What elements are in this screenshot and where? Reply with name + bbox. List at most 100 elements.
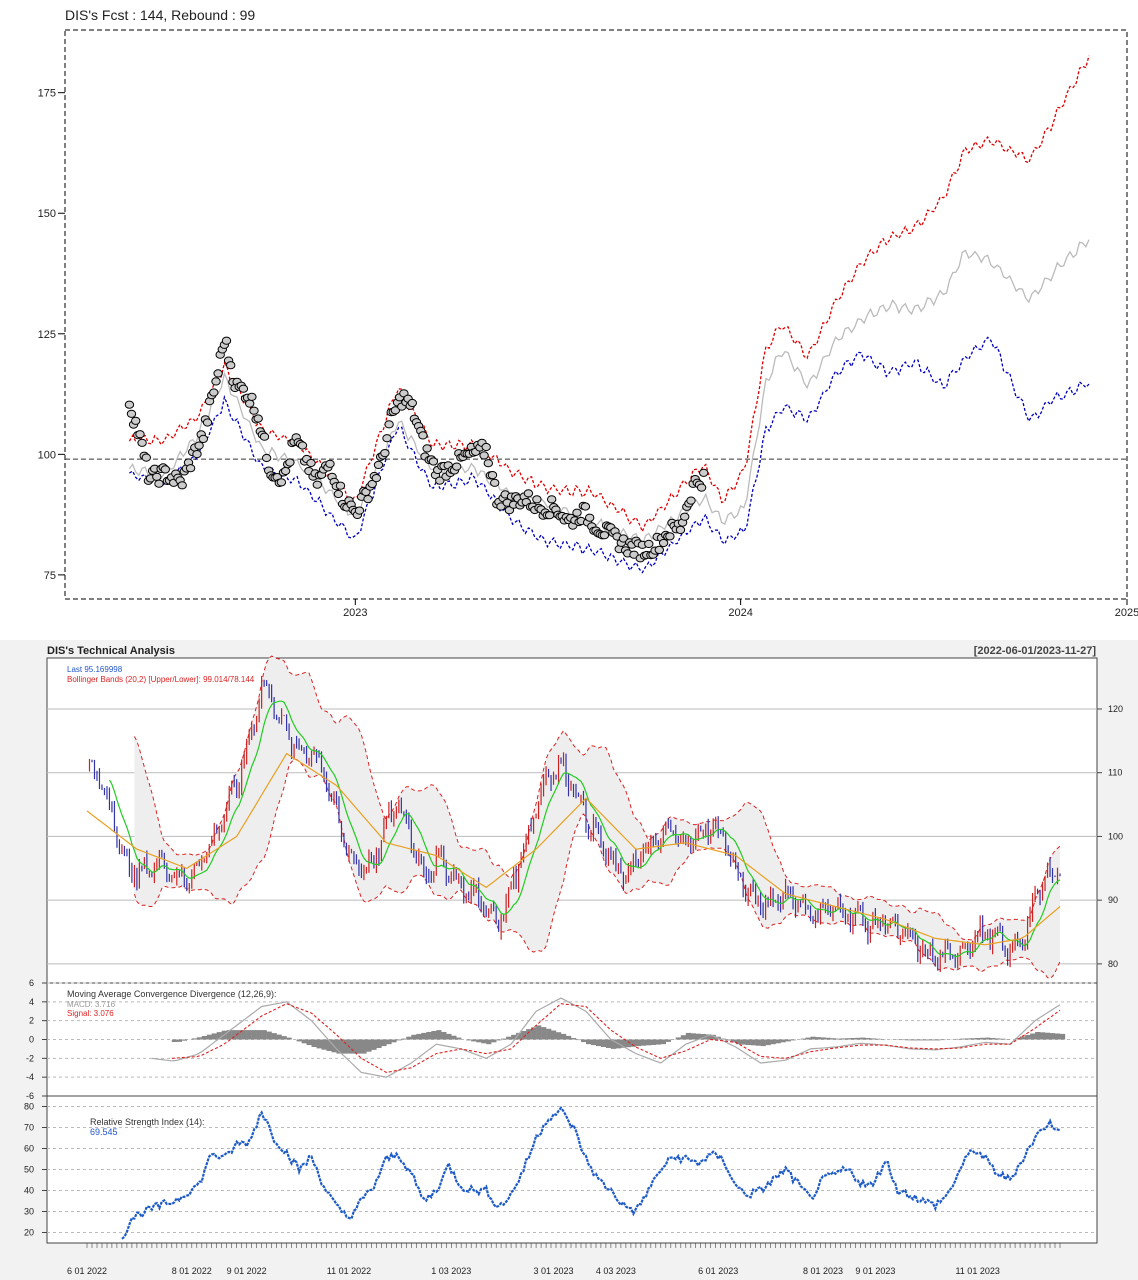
ta-x-tick-label: 4 03 2023 [596, 1266, 636, 1276]
technical-analysis-panel: DIS's Technical Analysis [2022-06-01/202… [0, 640, 1138, 1280]
observed-point [211, 377, 221, 386]
macd-histogram-bar [805, 1037, 811, 1040]
macd-histogram-bar [940, 1039, 946, 1041]
macd-histogram-bar [1060, 1033, 1066, 1040]
observed-point [209, 388, 219, 397]
signal-line [171, 1003, 1061, 1074]
macd-histogram-bar [411, 1034, 417, 1040]
ta-x-tick-label: 6 01 2022 [67, 1266, 107, 1276]
macd-histogram-bar [596, 1039, 602, 1047]
macd-histogram-bar [256, 1030, 262, 1040]
macd-histogram-bar [391, 1039, 397, 1043]
macd-histogram-bar [685, 1032, 691, 1040]
macd-histogram-bar [790, 1039, 796, 1041]
price-y-tick-label: 100 [1108, 831, 1123, 841]
observed-point [384, 420, 394, 429]
forecast-chart-panel: DIS's Fcst : 144, Rebound : 99 75 100 125 1… [37, 7, 1138, 619]
lower-band-line [129, 336, 1090, 574]
macd-histogram-bar [301, 1039, 307, 1044]
macd-histogram-bar [251, 1030, 257, 1040]
observed-point [335, 481, 346, 490]
observed-point [192, 450, 202, 459]
macd-histogram-bar [935, 1039, 941, 1041]
macd-histogram-bar [441, 1032, 447, 1040]
macd-histogram-bar [466, 1039, 472, 1041]
observed-point [435, 476, 445, 485]
macd-histogram-bar [705, 1034, 711, 1040]
ta-x-tick-label: 9 01 2022 [227, 1266, 267, 1276]
observed-point [194, 441, 204, 450]
macd-histogram-bar [875, 1038, 881, 1040]
macd-histogram-bar [675, 1037, 681, 1040]
price-y-tick-label: 120 [1108, 704, 1123, 714]
observed-point [523, 489, 534, 498]
observed-point [418, 431, 428, 440]
ta-x-tick-label: 8 01 2022 [172, 1266, 212, 1276]
macd-histogram-bar [481, 1039, 487, 1044]
observed-point [654, 545, 664, 555]
rsi-y-tick-label: 20 [24, 1228, 34, 1238]
forecast-title: DIS's Fcst : 144, Rebound : 99 [65, 7, 255, 23]
observed-point [428, 457, 439, 466]
macd-histogram-bar [501, 1038, 507, 1040]
macd-histogram-bar [810, 1036, 816, 1040]
observed-point [221, 336, 232, 345]
macd-title: Moving Average Convergence Divergence (1… [67, 989, 276, 999]
rsi-y-tick-label: 80 [24, 1102, 34, 1112]
price-y-tick-label: 110 [1108, 768, 1122, 778]
macd-histogram-bar [1030, 1033, 1036, 1040]
macd-histogram-bar [735, 1039, 741, 1045]
macd-histogram-bar [226, 1030, 232, 1040]
macd-histogram-bar [181, 1039, 187, 1041]
observed-point [135, 430, 145, 439]
observed-point [658, 538, 669, 548]
macd-histogram-bar [725, 1039, 731, 1041]
macd-histogram-bar [196, 1037, 202, 1040]
macd-histogram-bar [591, 1039, 597, 1046]
macd-histogram-bar [366, 1039, 372, 1052]
observed-point [245, 399, 255, 408]
observed-point [452, 462, 462, 471]
observed-point [185, 464, 196, 473]
macd-histogram-bar [605, 1039, 612, 1048]
observed-point [422, 444, 432, 453]
slow-ma-line [86, 752, 1061, 946]
x-tick-label: 2024 [728, 607, 752, 619]
macd-histogram-bar [496, 1039, 502, 1041]
macd-histogram-bar [381, 1039, 387, 1047]
ta-date-range: [2022-06-01/2023-11-27] [974, 645, 1097, 657]
macd-histogram-bar [231, 1030, 237, 1040]
macd-histogram-bar [610, 1039, 617, 1049]
observed-point [312, 480, 322, 489]
macd-histogram-bar [336, 1039, 342, 1054]
ta-x-tick-label: 3 01 2023 [534, 1266, 574, 1276]
price-y-tick-label: 90 [1108, 895, 1118, 905]
technical-analysis-chart: DIS's Technical Analysis [2022-06-01/202… [24, 645, 1123, 1276]
observed-point [198, 434, 209, 443]
macd-histogram-bar [576, 1039, 582, 1041]
macd-histogram-bar [785, 1039, 791, 1042]
observed-point [585, 513, 595, 522]
observed-point [306, 458, 316, 468]
macd-histogram-bar [201, 1036, 207, 1040]
macd-histogram-bar [451, 1035, 457, 1040]
macd-histogram-bar [930, 1039, 936, 1041]
macd-histogram-bar [276, 1034, 282, 1040]
observed-point [131, 416, 141, 425]
price-last-label: Last 95.169998 [67, 665, 123, 674]
macd-histogram-bar [635, 1039, 642, 1047]
observed-point [226, 361, 236, 370]
observed-point [367, 479, 377, 489]
macd-y-tick-label: 0 [29, 1035, 34, 1045]
macd-histogram-bar [281, 1036, 287, 1040]
macd-histogram-bar [376, 1039, 382, 1048]
macd-histogram-bar [655, 1039, 661, 1045]
ta-x-tick-label: 1 03 2023 [431, 1266, 471, 1276]
observed-point [532, 495, 542, 504]
upper-band-line [128, 55, 1090, 534]
observed-point [599, 531, 610, 540]
ta-x-tick-label: 6 01 2023 [698, 1266, 738, 1276]
macd-histogram-bar [446, 1033, 452, 1040]
observed-point [686, 496, 696, 505]
x-tick-label: 2025 [1115, 607, 1138, 619]
